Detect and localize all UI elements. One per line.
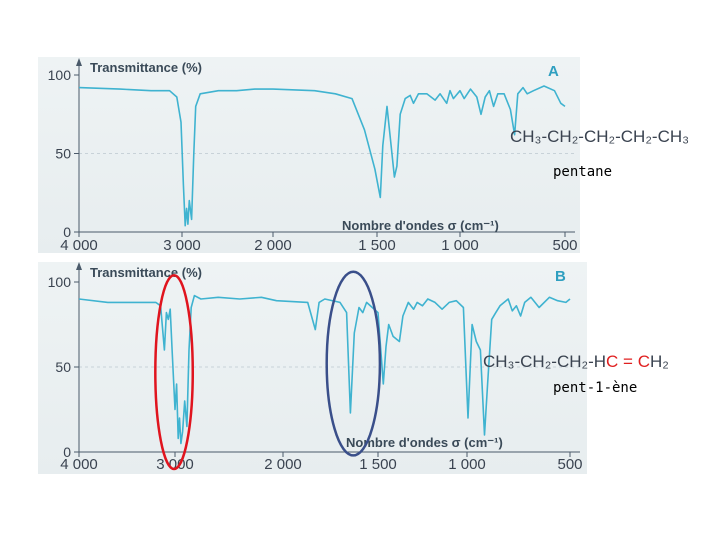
panel-a-spectrum-line — [78, 85, 566, 227]
panel-b-highlight-ellipse-1 — [325, 270, 382, 457]
panel-a-compound-name: pentane — [553, 164, 612, 180]
spectrum-panel-a: Transmittance (%) Nombre d'ondes σ (cm⁻¹… — [38, 57, 689, 254]
panel-b-letter: B — [555, 268, 566, 285]
panel-b-y-axis-arrow — [76, 262, 82, 270]
panel-a-formula: CH₃-CH₂-CH₂-CH₂-CH₃ — [510, 127, 689, 146]
panel-a-xtick-label-5: 500 — [552, 237, 577, 254]
panel-a-xtick-label-3: 1 500 — [358, 237, 396, 254]
panel-a-xtick-label-4: 1 000 — [441, 237, 479, 254]
panel-b-formula-tail: H₂ — [650, 352, 669, 371]
panel-b-formula: CH₃-CH₂-CH₂-HC = CH₂ — [483, 352, 669, 371]
panel-b-xtick-label-5: 500 — [557, 456, 582, 473]
panel-b-ytick-label-1: 50 — [55, 359, 71, 375]
panel-b-xtick-label-3: 1 500 — [359, 456, 397, 473]
panel-b-xtick-label-4: 1 000 — [448, 456, 486, 473]
panel-a-xtick-label-1: 3 000 — [163, 237, 201, 254]
panel-b-ytick-label-0: 100 — [48, 274, 72, 290]
panel-b-spectrum-line — [78, 294, 571, 445]
panel-b-background — [38, 262, 587, 474]
panel-b-xtick-label-2: 2 000 — [264, 456, 302, 473]
panel-b-xtick-label-0: 4 000 — [60, 456, 98, 473]
panel-b-annotations — [154, 270, 382, 471]
panel-b-xlabel: Nombre d'ondes σ (cm⁻¹) — [346, 435, 503, 450]
panel-b-formula-black: CH₃-CH₂-CH₂-H — [483, 352, 606, 371]
panel-b-xtick-label-1: 3 000 — [156, 456, 194, 473]
panel-a-ylabel: Transmittance (%) — [90, 60, 202, 75]
spectrum-panel-b: Transmittance (%) Nombre d'ondes σ (cm⁻¹… — [38, 262, 669, 474]
panel-b-compound-name: pent-1-ène — [553, 380, 637, 396]
panel-b-ylabel: Transmittance (%) — [90, 265, 202, 280]
panel-b-ytick-label-2: 0 — [63, 444, 71, 460]
panel-a-ytick-label-0: 100 — [48, 67, 72, 83]
panel-a-ytick-label-1: 50 — [55, 146, 71, 162]
panel-a-ytick-label-2: 0 — [63, 224, 71, 240]
panel-b-highlight-ellipse-0 — [154, 273, 195, 471]
panel-a-xtick-label-2: 2 000 — [254, 237, 292, 254]
panel-a-xlabel: Nombre d'ondes σ (cm⁻¹) — [342, 218, 499, 233]
panel-a-letter: A — [548, 63, 559, 80]
panel-a-xtick-label-0: 4 000 — [60, 237, 98, 254]
panel-b-formula-red: C = C — [606, 352, 650, 371]
panel-a-y-axis-arrow — [76, 58, 82, 66]
